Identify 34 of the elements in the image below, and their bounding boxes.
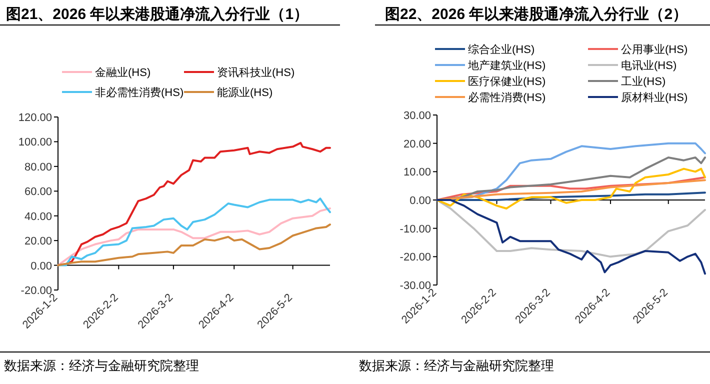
y-tick-label: 20.00	[403, 138, 431, 150]
line-series	[436, 168, 706, 210]
legend-label: 地产建筑业(HS)	[467, 59, 546, 72]
legend-label: 金融业(HS)	[95, 66, 151, 79]
line-series	[436, 156, 706, 201]
y-tick-label: 100.00	[18, 136, 52, 149]
source-note: 数据来源：经济与金融研究院整理	[4, 358, 199, 373]
y-tick-label: 120.00	[18, 112, 52, 124]
legend-label: 医疗保健业(HS)	[468, 75, 546, 88]
legend-label: 公用事业(HS)	[621, 43, 688, 56]
legend-label: 原材料业(HS)	[621, 91, 688, 104]
y-tick-label: 60.00	[24, 186, 52, 198]
y-tick-label: 10.00	[403, 166, 431, 179]
legend-label: 电讯业(HS)	[621, 59, 677, 72]
source-note: 数据来源：经济与金融研究院整理	[359, 358, 554, 373]
line-series	[436, 199, 706, 275]
y-tick-label: 0.00	[30, 260, 52, 272]
legend-label: 非必需性消费(HS)	[95, 86, 184, 99]
y-tick-label: 30.00	[403, 110, 431, 122]
chart-title: 图22、2026 年以来港股通净流入分行业（2）	[385, 5, 688, 23]
y-tick-label: 40.00	[24, 210, 52, 223]
y-tick-label: -10.00	[400, 223, 431, 236]
legend-label: 综合企业(HS)	[468, 43, 535, 56]
y-tick-label: 0.00	[410, 195, 431, 207]
y-tick-label: 80.00	[24, 161, 52, 174]
legend-label: 必需性消费(HS)	[468, 91, 546, 104]
legend-label: 工业(HS)	[621, 75, 666, 88]
y-tick-label: 20.00	[24, 236, 52, 248]
chart-title: 图21、2026 年以来港股通净流入分行业（1）	[6, 5, 309, 23]
y-tick-label: -20.00	[400, 252, 431, 264]
legend-label: 能源业(HS)	[217, 86, 273, 99]
line-series	[436, 199, 706, 258]
legend-label: 资讯科技业(HS)	[217, 66, 295, 79]
line-series	[57, 224, 331, 266]
